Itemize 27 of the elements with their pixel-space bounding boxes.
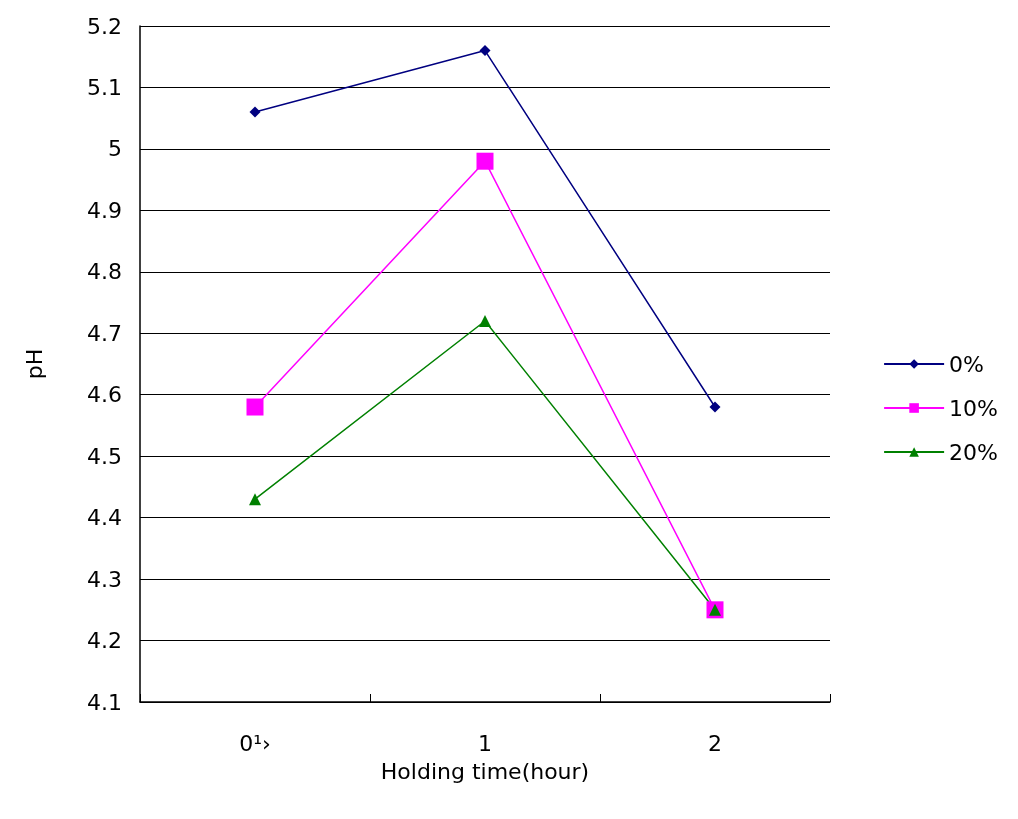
point: [479, 314, 491, 327]
x-tick-label: 2: [708, 730, 722, 756]
point: [479, 45, 491, 57]
y-tick-label: 4.3: [87, 566, 122, 592]
y-tick-label: 4.8: [87, 259, 122, 285]
y-tick-label: 4.9: [87, 197, 122, 223]
legend-label: 20%: [949, 439, 999, 465]
y-tick-label: 5.1: [87, 74, 122, 100]
x-axis-title: Holding time(hour): [380, 758, 590, 784]
y-tick-label: 4.4: [87, 505, 122, 531]
y-tick-label: 4.7: [87, 320, 122, 346]
legend-label: 10%: [949, 395, 999, 421]
y-tick-label: 5.2: [87, 13, 122, 39]
y-tick-label: 5: [108, 136, 122, 162]
point: [246, 398, 264, 416]
point: [249, 106, 261, 118]
x-tick-label: 0¹›: [239, 730, 271, 756]
point: [476, 152, 494, 170]
y-tick-label: 4.5: [87, 443, 122, 469]
y-tick-label: 4.2: [87, 628, 122, 654]
y-axis-title: pH: [21, 348, 47, 380]
x-tick-label: 1: [478, 730, 492, 756]
y-tick-label: 4.1: [87, 689, 122, 715]
legend-label: 0%: [949, 351, 985, 377]
point: [249, 493, 261, 506]
y-tick-label: 4.6: [87, 382, 122, 408]
point: [709, 401, 721, 413]
